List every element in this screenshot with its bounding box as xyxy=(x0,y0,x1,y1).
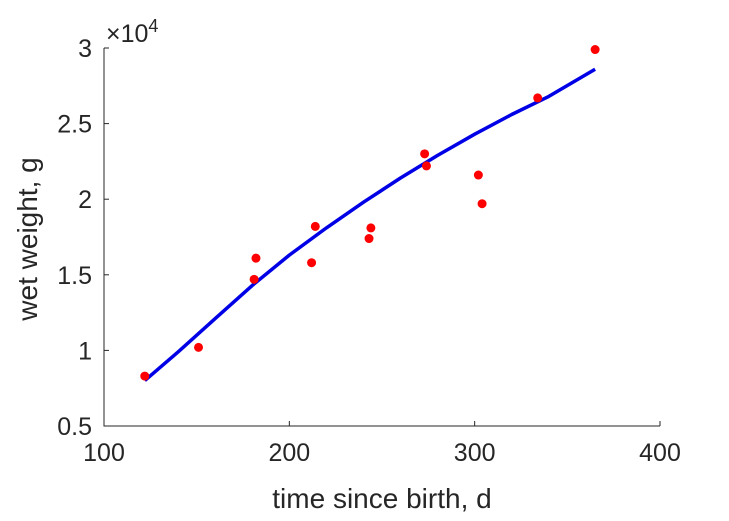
fit-curve xyxy=(143,67,596,382)
data-point xyxy=(364,234,374,244)
y-tick-label: 1.5 xyxy=(57,262,92,290)
data-point xyxy=(477,199,487,209)
data-point xyxy=(473,170,483,180)
y-exponent-power: 4 xyxy=(148,16,158,36)
x-tick-label: 100 xyxy=(83,439,125,467)
data-points xyxy=(140,45,600,381)
y-tick-label: 2.5 xyxy=(57,111,92,139)
x-tick-label: 400 xyxy=(639,439,681,467)
fit-curve-group xyxy=(143,67,596,382)
axes xyxy=(103,48,660,427)
y-tick-label: 2 xyxy=(78,186,92,214)
data-point xyxy=(533,93,543,103)
data-point xyxy=(310,221,320,231)
data-point xyxy=(249,274,259,284)
labels: time since birth, d wet weight, g ×104 xyxy=(12,16,492,514)
data-point xyxy=(420,149,430,159)
y-tick-label: 1 xyxy=(78,337,92,365)
data-point xyxy=(251,253,261,263)
x-axis-label: time since birth, d xyxy=(272,483,491,514)
x-tick-label: 200 xyxy=(268,439,310,467)
data-point xyxy=(366,223,376,233)
ticks: 100 200 300 400 0.5 1 1.5 2 2.5 3 xyxy=(57,35,681,467)
y-exponent-label: ×104 xyxy=(106,16,158,48)
y-tick-label: 3 xyxy=(78,35,92,63)
x-tick-label: 300 xyxy=(454,439,496,467)
data-point xyxy=(590,45,600,55)
y-axis-label: wet weight, g xyxy=(12,157,43,321)
data-point xyxy=(421,161,431,171)
y-exponent-base: ×10 xyxy=(106,20,148,48)
data-point xyxy=(140,371,150,381)
data-point xyxy=(307,258,317,268)
y-tick-label: 0.5 xyxy=(57,413,92,441)
data-point xyxy=(194,342,204,352)
